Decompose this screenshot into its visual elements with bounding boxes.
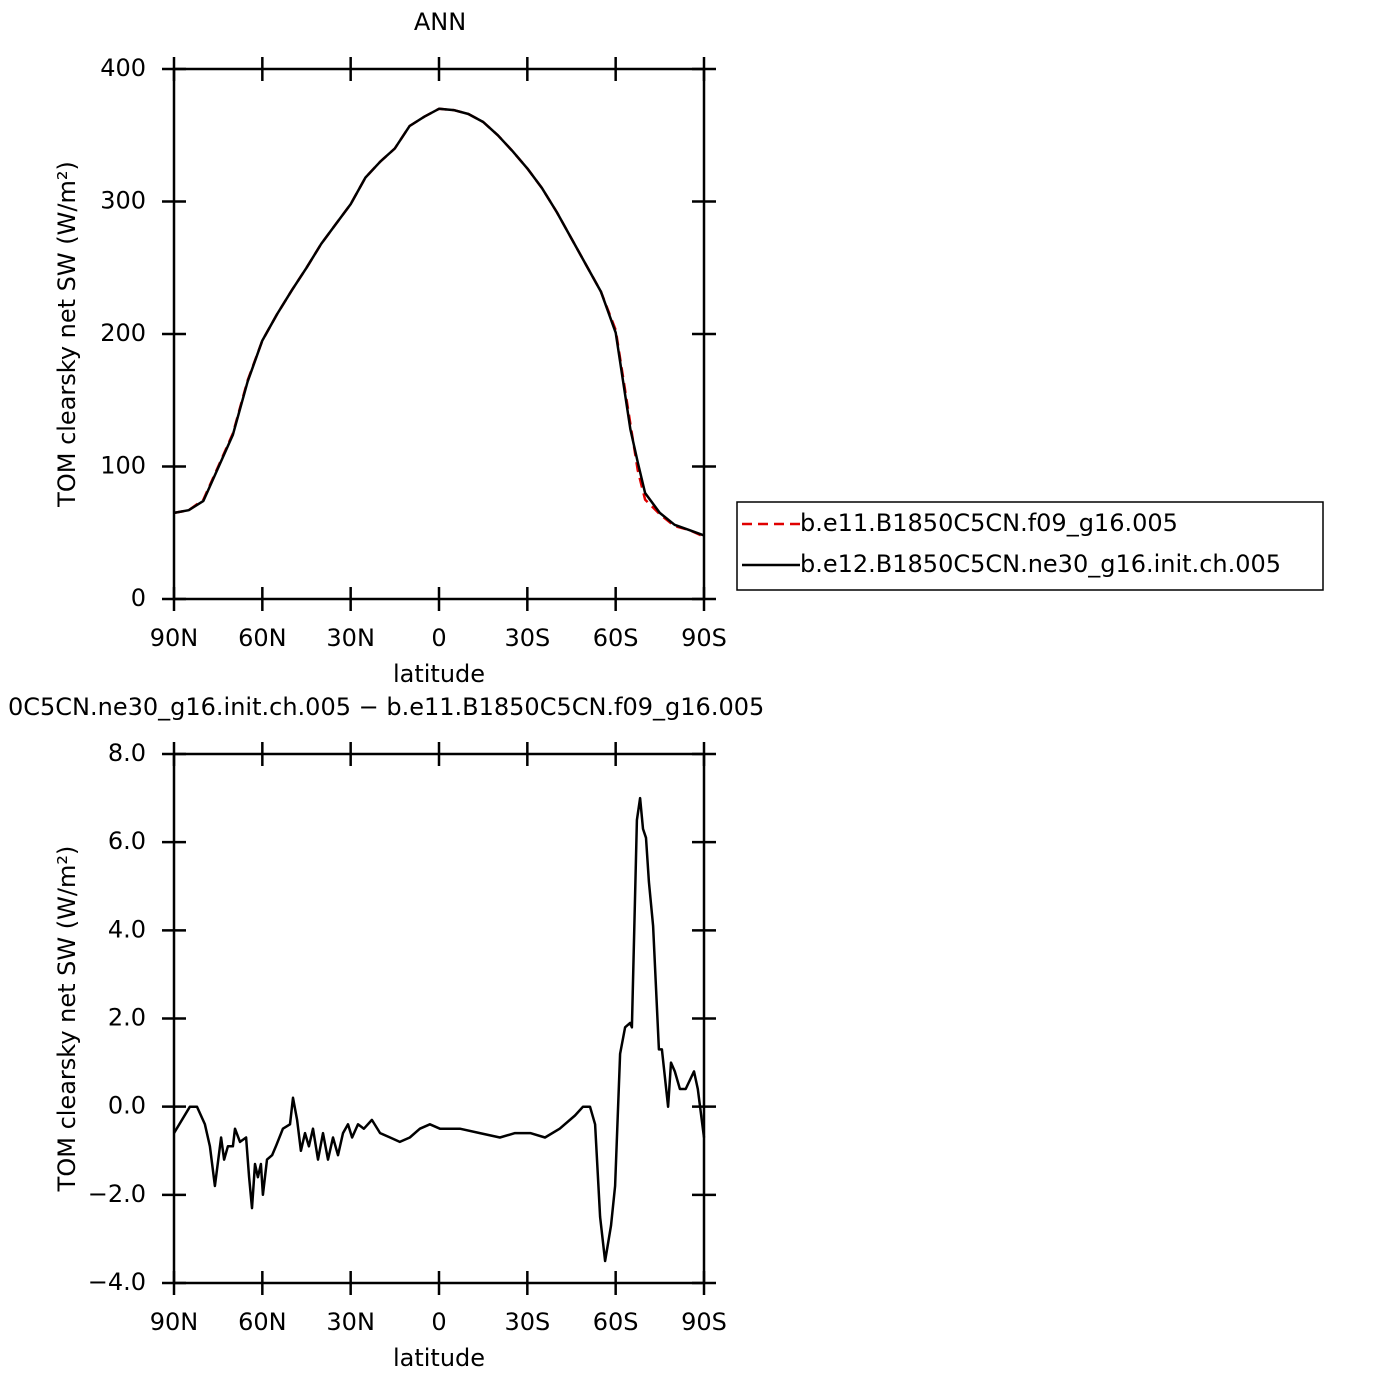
x-tick-label: 60S (593, 1308, 639, 1336)
y-tick-label: −4.0 (88, 1268, 146, 1296)
legend-label: b.e12.B1850C5CN.ne30_g16.init.ch.005 (800, 550, 1281, 578)
plot-frame (172, 752, 706, 1285)
y-tick-label: 4.0 (108, 915, 146, 943)
x-tick-label: 90N (150, 1308, 199, 1336)
x-axis-label: latitude (393, 660, 485, 688)
y-axis-label: TOM clearsky net SW (W/m²) (53, 846, 81, 1193)
y-tick-label: 200 (100, 319, 146, 347)
x-tick-label: 0 (431, 624, 446, 652)
x-tick-label: 30S (504, 1308, 550, 1336)
chart-title: ANN (414, 8, 466, 36)
y-tick-label: 0.0 (108, 1092, 146, 1120)
x-tick-label: 90N (150, 624, 199, 652)
y-tick-label: 300 (100, 187, 146, 215)
x-tick-label: 30S (504, 624, 550, 652)
data-line (173, 107, 705, 538)
plot-frame (172, 67, 706, 601)
x-tick-label: 30N (326, 624, 375, 652)
x-tick-label: 30N (326, 1308, 375, 1336)
y-tick-label: 100 (100, 452, 146, 480)
y-tick-label: 400 (100, 54, 146, 82)
x-tick-label: 0 (431, 1308, 446, 1336)
y-tick-label: 0 (131, 584, 146, 612)
y-tick-label: −2.0 (88, 1180, 146, 1208)
data-line (172, 796, 706, 1263)
y-tick-label: 2.0 (108, 1004, 146, 1032)
y-tick-label: 8.0 (108, 739, 146, 767)
x-tick-label: 90S (681, 624, 727, 652)
legend-label: b.e11.B1850C5CN.f09_g16.005 (800, 509, 1178, 537)
legend: b.e11.B1850C5CN.f09_g16.005 b.e12.B1850C5… (736, 501, 1324, 591)
x-axis-label: latitude (393, 1344, 485, 1372)
x-tick-label: 90S (681, 1308, 727, 1336)
data-line (173, 107, 705, 537)
y-axis-label: TOM clearsky net SW (W/m²) (53, 161, 81, 508)
x-tick-label: 60N (238, 624, 287, 652)
legend-box (736, 501, 1324, 591)
x-tick-label: 60S (593, 624, 639, 652)
chart-title: 0C5CN.ne30_g16.init.ch.005 − b.e11.B1850… (8, 693, 764, 721)
y-tick-label: 6.0 (108, 827, 146, 855)
x-tick-label: 60N (238, 1308, 287, 1336)
